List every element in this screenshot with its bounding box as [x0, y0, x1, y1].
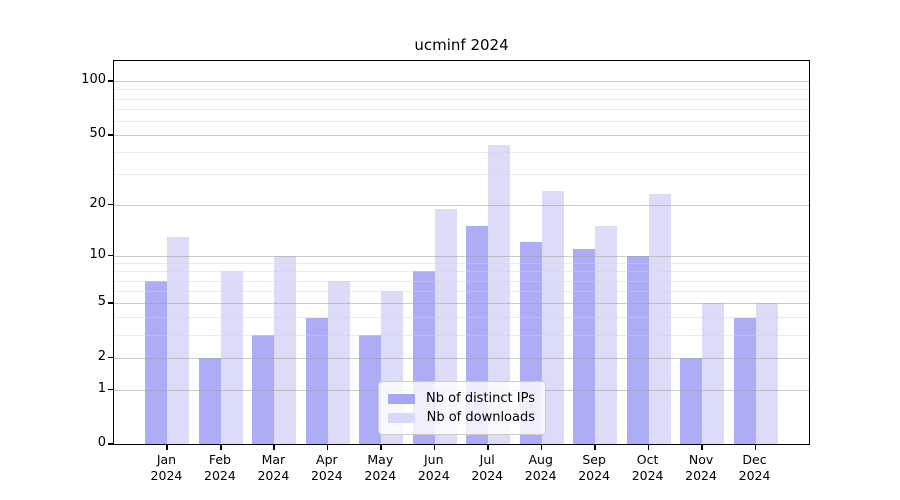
bar-distinct-ips-jan [145, 280, 168, 444]
y-tick-mark-2 [108, 356, 113, 359]
bar-distinct-ips-apr [305, 317, 328, 444]
x-tick-mark-feb [219, 445, 222, 450]
bar-distinct-ips-sep [573, 248, 596, 444]
gridline-70 [114, 108, 809, 110]
gridline-9 [114, 263, 809, 264]
y-tick-label-100: 100 [81, 72, 106, 88]
bar-distinct-ips-feb [198, 357, 221, 444]
gridline-50 [114, 134, 809, 136]
bar-downloads-jul [488, 144, 511, 444]
legend-swatch-downloads [388, 412, 415, 423]
gridline-5 [114, 303, 809, 305]
x-tick-label-apr: Apr 2024 [310, 452, 343, 483]
legend: Nb of distinct IPs Nb of downloads [378, 381, 546, 435]
gridline-100 [114, 81, 809, 83]
y-tick-mark-5 [108, 302, 113, 304]
gridline-7 [114, 280, 809, 282]
y-tick-mark-50 [108, 133, 113, 136]
y-tick-mark-100 [108, 80, 113, 82]
x-tick-mark-may [380, 445, 382, 450]
gridline-80 [114, 98, 809, 100]
x-tick-label-feb: Feb 2024 [204, 452, 236, 483]
y-tick-label-2: 2 [97, 348, 106, 364]
bar-downloads-dec [755, 303, 778, 444]
gridline-6 [114, 291, 809, 293]
bar-downloads-oct [648, 194, 671, 444]
x-tick-label-jun: Jun 2024 [417, 452, 450, 483]
x-tick-mark-sep [594, 445, 596, 450]
chart-title: ucminf 2024 [414, 36, 509, 54]
gridline-2 [114, 357, 809, 359]
x-tick-label-mar: Mar 2024 [257, 452, 290, 483]
gridline-8 [114, 271, 809, 273]
bar-downloads-mar [274, 255, 297, 444]
gridline-20 [114, 204, 809, 206]
gridline-40 [114, 152, 809, 154]
y-tick-mark-10 [108, 254, 113, 257]
x-tick-mark-jun [433, 445, 436, 450]
y-tick-mark-0 [108, 443, 113, 445]
bar-distinct-ips-dec [733, 317, 756, 444]
y-tick-label-10: 10 [89, 246, 106, 262]
y-tick-label-1: 1 [97, 380, 106, 396]
x-tick-label-nov: Nov 2024 [685, 452, 717, 483]
y-tick-label-50: 50 [89, 125, 106, 141]
x-tick-mark-mar [273, 445, 275, 450]
x-tick-label-aug: Aug 2024 [524, 452, 557, 483]
x-tick-label-may: May 2024 [364, 452, 397, 483]
gridline-4 [114, 317, 809, 319]
gridline-90 [114, 89, 809, 91]
bar-downloads-nov [702, 303, 725, 444]
x-tick-mark-jan [166, 445, 169, 450]
x-tick-label-dec: Dec 2024 [738, 452, 771, 483]
x-tick-label-jan: Jan 2024 [150, 452, 183, 483]
x-tick-mark-jul [487, 445, 489, 450]
y-tick-mark-20 [108, 203, 113, 206]
bar-downloads-apr [327, 280, 350, 444]
gridline-60 [114, 120, 809, 122]
y-tick-label-0: 0 [97, 435, 106, 450]
gridline-30 [114, 174, 809, 176]
bar-downloads-aug [541, 190, 564, 444]
legend-swatch-distinct-ips [388, 393, 415, 404]
y-tick-label-5: 5 [97, 294, 106, 310]
x-tick-mark-aug [540, 445, 543, 450]
legend-item-downloads: Nb of downloads [388, 408, 535, 427]
legend-label-downloads: Nb of downloads [426, 410, 535, 425]
legend-label-distinct-ips: Nb of distinct IPs [426, 391, 535, 406]
x-tick-mark-dec [754, 445, 757, 450]
plot-area: Nb of distinct IPs Nb of downloads [113, 60, 810, 445]
y-tick-label-20: 20 [89, 195, 106, 211]
x-tick-mark-apr [326, 445, 329, 450]
legend-item-distinct-ips: Nb of distinct IPs [388, 389, 535, 408]
y-tick-mark-1 [108, 388, 113, 391]
x-tick-label-jul: Jul 2024 [471, 452, 504, 483]
gridline-10 [114, 255, 809, 257]
x-tick-label-oct: Oct 2024 [631, 452, 664, 483]
bar-distinct-ips-oct [626, 255, 649, 444]
x-tick-label-sep: Sep 2024 [578, 452, 611, 483]
bar-distinct-ips-nov [680, 357, 703, 444]
bar-downloads-jan [167, 236, 190, 444]
gridline-3 [114, 335, 809, 337]
x-tick-mark-oct [647, 445, 650, 450]
x-tick-mark-nov [701, 445, 703, 450]
